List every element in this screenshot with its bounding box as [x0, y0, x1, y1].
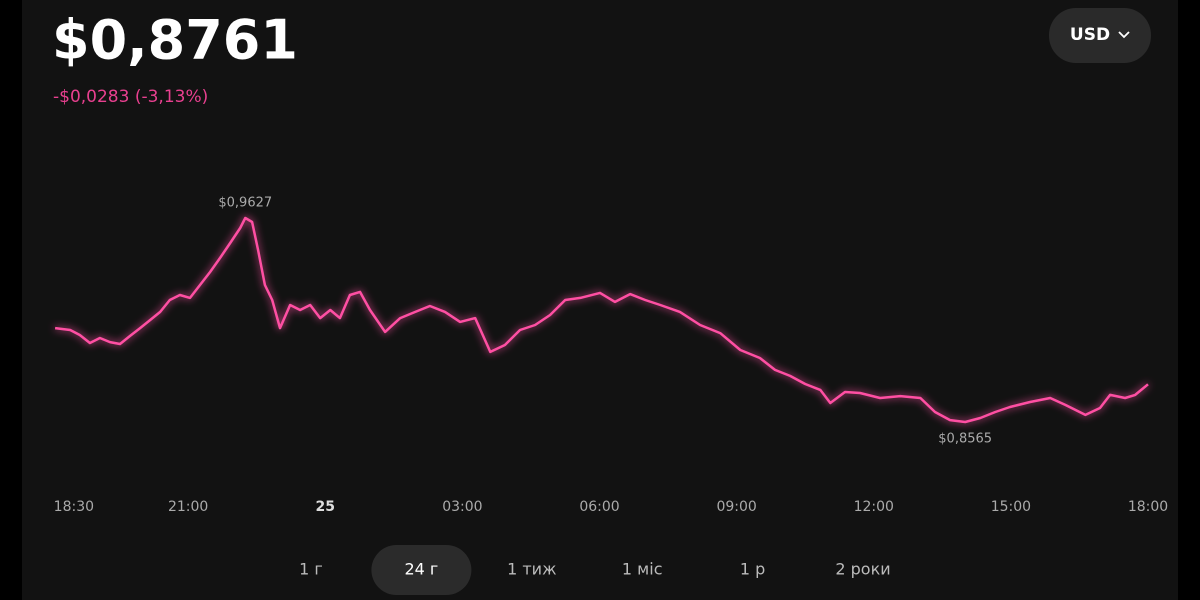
- x-tick-label: 15:00: [991, 499, 1031, 515]
- range-button[interactable]: 1 г: [299, 560, 323, 579]
- x-tick-label: 12:00: [854, 499, 894, 515]
- x-tick-label: 03:00: [442, 499, 482, 515]
- currency-button[interactable]: [1049, 8, 1151, 63]
- panel: [22, 0, 1178, 600]
- x-tick-label: 18:00: [1128, 499, 1168, 515]
- x-tick-label: 06:00: [579, 499, 619, 515]
- annotation: $0,8565: [938, 431, 992, 446]
- range-button[interactable]: 24 г: [404, 560, 438, 579]
- range-button[interactable]: 1 р: [740, 560, 765, 579]
- price: $0,8761: [52, 9, 298, 72]
- range-button[interactable]: 1 міс: [622, 560, 663, 579]
- range-active-bg[interactable]: [371, 545, 472, 595]
- x-tick-label: 21:00: [168, 499, 208, 515]
- x-tick-label: 09:00: [716, 499, 756, 515]
- currency-label[interactable]: USD: [1070, 25, 1110, 45]
- price-line: [54, 216, 1149, 424]
- x-tick-label: 18:30: [54, 499, 94, 515]
- annotation: $0,9627: [218, 195, 272, 210]
- range-button[interactable]: 2 роки: [835, 560, 890, 579]
- chevron: [1118, 31, 1130, 39]
- price-change: -$0,0283 (-3,13%): [53, 87, 208, 107]
- x-tick-label: 25: [316, 499, 335, 515]
- range-button[interactable]: 1 тиж: [507, 560, 556, 579]
